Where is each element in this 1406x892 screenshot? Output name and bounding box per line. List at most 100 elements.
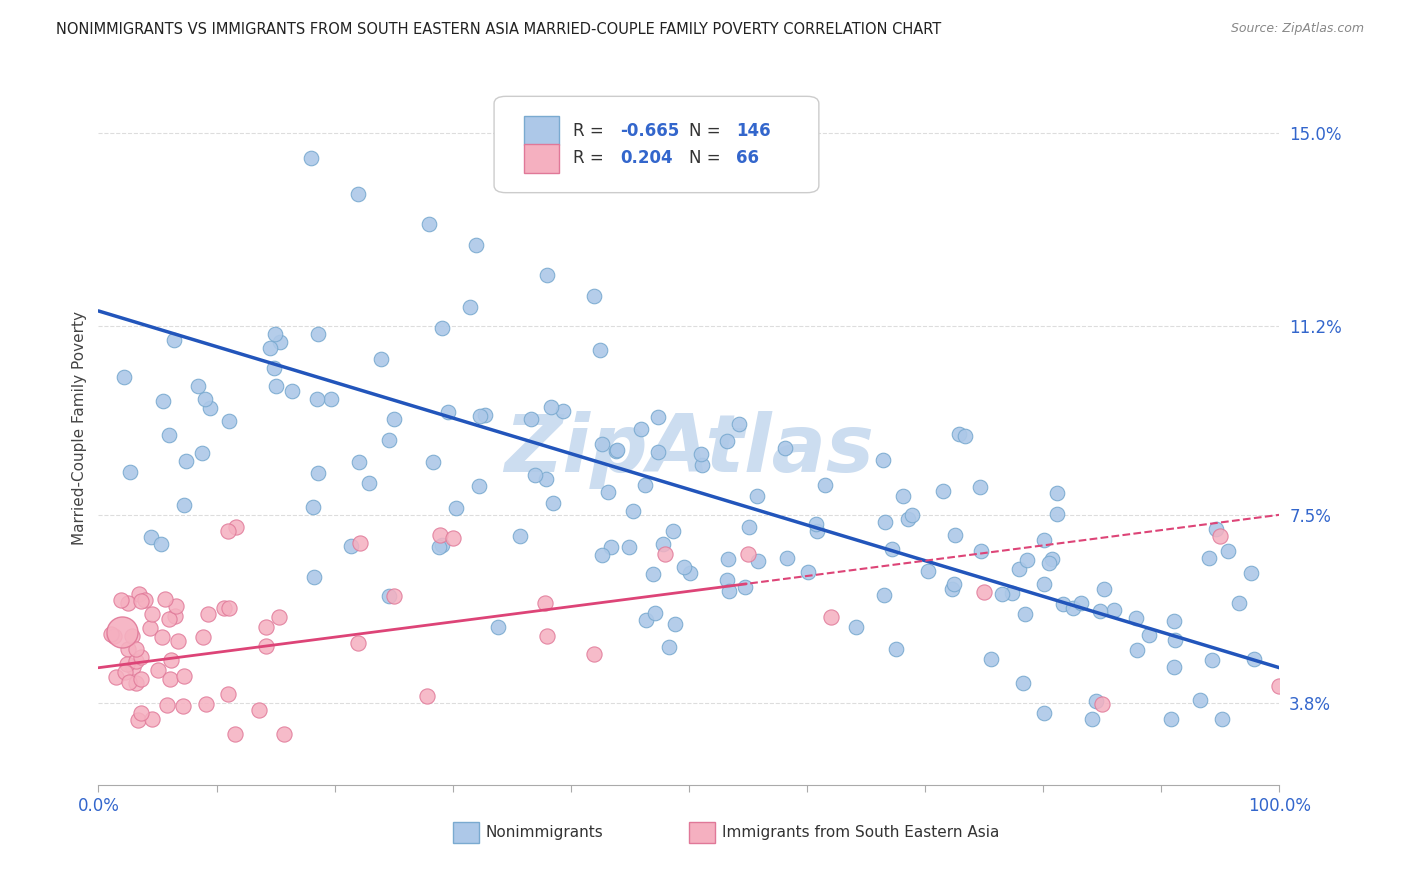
Text: R =: R = bbox=[574, 150, 609, 168]
Point bbox=[269, 335, 291, 350]
Point bbox=[643, 566, 665, 581]
Point bbox=[969, 544, 991, 558]
Point bbox=[167, 633, 190, 648]
Point bbox=[948, 427, 970, 442]
Point bbox=[307, 466, 329, 480]
Point bbox=[191, 446, 214, 460]
Point bbox=[1011, 676, 1033, 690]
Point bbox=[524, 468, 547, 483]
Point bbox=[1209, 529, 1232, 543]
Point bbox=[129, 594, 152, 608]
Point bbox=[536, 268, 558, 283]
Point bbox=[540, 400, 562, 414]
Point bbox=[114, 665, 136, 679]
Point bbox=[165, 608, 187, 623]
Point bbox=[533, 596, 555, 610]
Point bbox=[121, 629, 143, 643]
Point bbox=[1268, 679, 1291, 693]
Text: Nonimmigrants: Nonimmigrants bbox=[486, 825, 603, 840]
FancyBboxPatch shape bbox=[523, 116, 560, 145]
Point bbox=[797, 565, 820, 579]
Point bbox=[943, 577, 966, 591]
Point bbox=[254, 639, 277, 653]
Point bbox=[1085, 693, 1108, 707]
Point bbox=[1046, 486, 1069, 500]
Point bbox=[1163, 660, 1185, 674]
Point bbox=[301, 500, 323, 515]
Point bbox=[474, 408, 496, 422]
Point bbox=[717, 583, 740, 598]
Point bbox=[1163, 614, 1185, 628]
Point bbox=[541, 496, 564, 510]
Point bbox=[129, 672, 152, 686]
Point bbox=[943, 528, 966, 542]
Point bbox=[197, 607, 219, 622]
Point bbox=[346, 635, 368, 649]
Point bbox=[599, 540, 621, 554]
Point bbox=[519, 412, 541, 426]
Point bbox=[1240, 566, 1263, 580]
Point bbox=[1017, 553, 1039, 567]
Point bbox=[357, 475, 380, 490]
Point bbox=[172, 699, 194, 714]
Point bbox=[191, 630, 214, 644]
Text: NONIMMIGRANTS VS IMMIGRANTS FROM SOUTH EASTERN ASIA MARRIED-COUPLE FAMILY POVERT: NONIMMIGRANTS VS IMMIGRANTS FROM SOUTH E… bbox=[56, 22, 942, 37]
Point bbox=[429, 527, 451, 541]
Point bbox=[1205, 522, 1227, 536]
Point bbox=[307, 327, 329, 342]
Point bbox=[382, 412, 405, 426]
Point bbox=[886, 641, 908, 656]
Point bbox=[1008, 562, 1031, 576]
Point bbox=[200, 401, 222, 416]
Point bbox=[195, 698, 218, 712]
Point bbox=[1243, 652, 1265, 666]
Point bbox=[125, 675, 148, 690]
Point bbox=[150, 537, 173, 551]
Point bbox=[679, 566, 702, 581]
Point bbox=[1091, 698, 1114, 712]
Point bbox=[217, 524, 239, 538]
Point bbox=[139, 622, 162, 636]
Point bbox=[264, 327, 287, 342]
Point bbox=[536, 629, 558, 643]
Point bbox=[187, 378, 209, 392]
Point bbox=[1137, 628, 1160, 642]
Point bbox=[429, 541, 451, 555]
Point bbox=[259, 342, 281, 356]
Point bbox=[664, 617, 686, 632]
Point bbox=[247, 703, 270, 717]
Point bbox=[1201, 653, 1223, 667]
Point bbox=[658, 640, 681, 655]
Point bbox=[153, 592, 176, 607]
Point bbox=[1126, 642, 1149, 657]
Point bbox=[124, 655, 146, 669]
FancyBboxPatch shape bbox=[494, 96, 818, 193]
Point bbox=[661, 524, 683, 539]
Point bbox=[727, 417, 749, 431]
Point bbox=[100, 627, 122, 641]
Point bbox=[430, 538, 453, 552]
Point bbox=[773, 441, 796, 455]
Point bbox=[127, 714, 149, 728]
Point bbox=[991, 587, 1014, 601]
Point bbox=[621, 504, 644, 518]
Point bbox=[468, 409, 491, 423]
Point bbox=[806, 516, 828, 531]
Point bbox=[845, 620, 868, 634]
Point bbox=[647, 445, 669, 459]
Point bbox=[1164, 633, 1187, 648]
Point bbox=[689, 446, 711, 460]
Point bbox=[1211, 712, 1233, 726]
Text: -0.665: -0.665 bbox=[620, 121, 679, 139]
Point bbox=[814, 477, 837, 491]
Point bbox=[1052, 597, 1074, 611]
Point bbox=[1227, 596, 1250, 610]
Point bbox=[218, 601, 240, 615]
Point bbox=[1038, 557, 1060, 571]
Point bbox=[1092, 582, 1115, 596]
Point bbox=[717, 552, 740, 566]
Point bbox=[157, 428, 180, 442]
Point bbox=[716, 574, 738, 588]
Point bbox=[269, 610, 291, 624]
Text: R =: R = bbox=[574, 121, 609, 139]
